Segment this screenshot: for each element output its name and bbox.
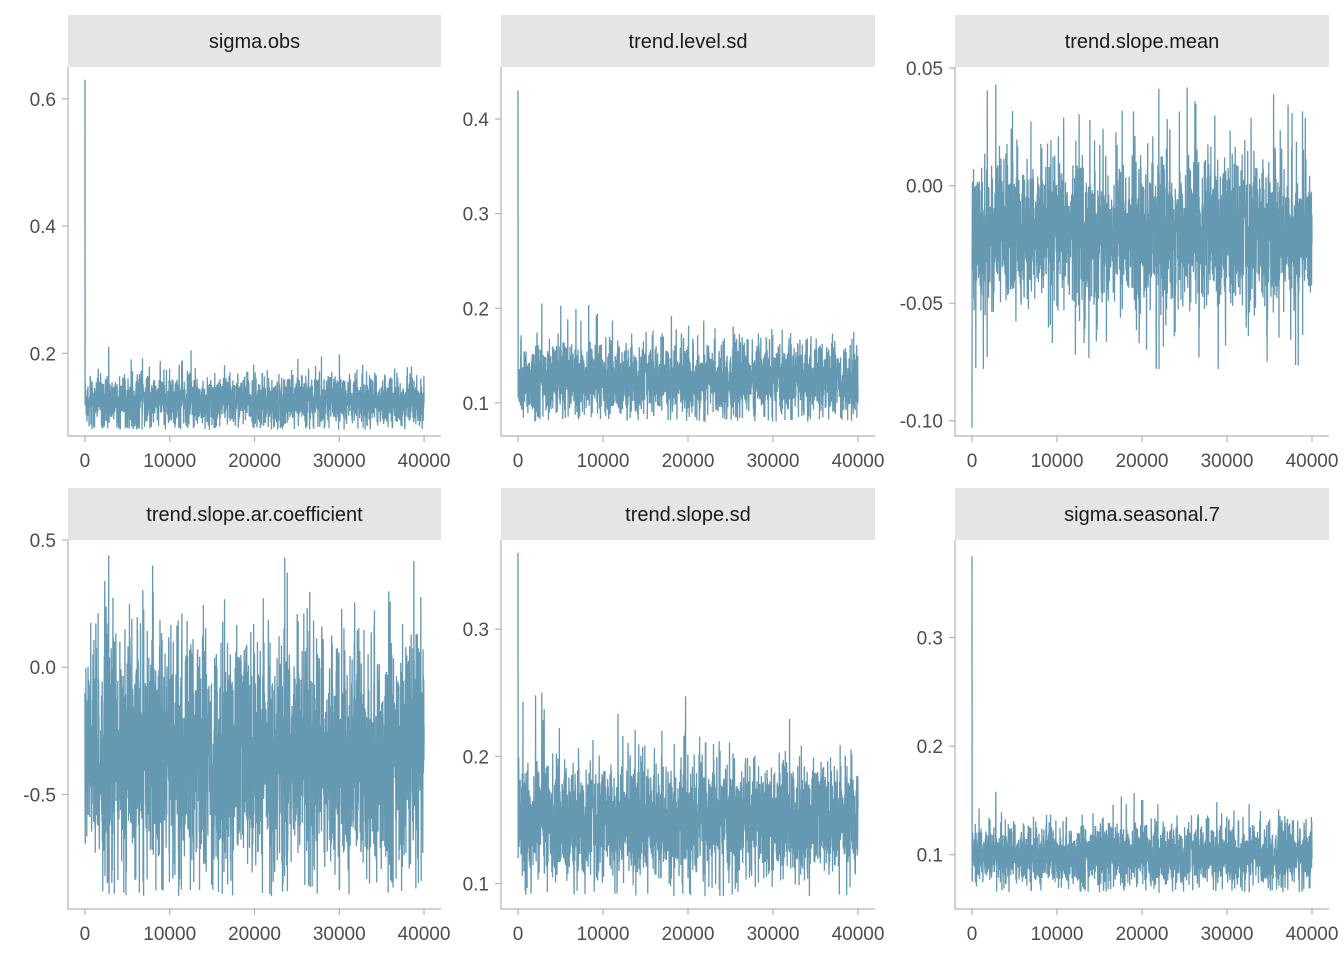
x-tick-label: 0: [967, 924, 978, 945]
panel-strip: [68, 15, 441, 67]
x-tick-label: 20000: [228, 924, 281, 945]
x-tick-label: 20000: [1116, 451, 1169, 472]
x-tick-label: 30000: [747, 451, 800, 472]
x-tick-label: 40000: [398, 924, 451, 945]
y-tick-label: 0.2: [463, 299, 489, 320]
y-tick-label: 0.4: [463, 110, 490, 131]
x-tick-label: 0: [80, 924, 91, 945]
y-tick-label: 0.3: [463, 620, 489, 641]
y-tick-label: 0.1: [917, 846, 943, 867]
panel-title: trend.slope.sd: [625, 504, 751, 526]
x-tick-label: 10000: [143, 451, 196, 472]
x-tick-label: 40000: [832, 924, 885, 945]
panel-title: trend.slope.ar.coefficient: [146, 504, 363, 526]
x-tick-label: 10000: [1031, 924, 1084, 945]
trace-line: [84, 79, 425, 430]
panel-title: sigma.seasonal.7: [1064, 504, 1220, 526]
y-tick-label: 0.2: [917, 737, 943, 758]
panel-strip: [955, 488, 1329, 540]
trace-line: [517, 90, 859, 422]
x-tick-label: 20000: [228, 451, 281, 472]
panel-strip: [955, 15, 1329, 67]
y-tick-label: 0.5: [30, 531, 56, 552]
x-tick-label: 40000: [832, 451, 885, 472]
panel-strip: [501, 488, 875, 540]
panel-title: trend.level.sd: [629, 31, 748, 53]
x-tick-label: 30000: [313, 451, 366, 472]
panel-6: sigma.seasonal.7 0 10000 20000 30000 40000 0.1…: [917, 488, 1339, 945]
panel-5: trend.slope.sd 0 10000 20000 30000 40000 0.1 0.…: [463, 488, 885, 945]
y-tick-label: -0.5: [23, 785, 56, 806]
x-tick-label: 10000: [1031, 451, 1084, 472]
x-tick-label: 10000: [577, 451, 630, 472]
x-tick-label: 20000: [662, 451, 715, 472]
x-tick-label: 20000: [662, 924, 715, 945]
x-tick-label: 30000: [313, 924, 366, 945]
panel-strip: [68, 488, 441, 540]
x-tick-label: 30000: [1201, 451, 1254, 472]
x-tick-label: 10000: [577, 924, 630, 945]
y-tick-label: 0.6: [30, 90, 56, 111]
trace-line: [971, 84, 1313, 428]
x-tick-label: 0: [967, 451, 978, 472]
y-tick-label: -0.10: [900, 412, 943, 433]
y-tick-label: 0.05: [906, 59, 943, 80]
y-tick-label: 0.4: [30, 217, 57, 238]
y-tick-label: -0.05: [900, 294, 943, 315]
panel-2: trend.level.sd 0 10000 20000 30000 40000 0.1 0.…: [463, 15, 885, 472]
trace-line: [84, 555, 425, 897]
y-tick-label: 0.1: [463, 875, 489, 896]
y-tick-label: 0.3: [917, 629, 943, 650]
x-tick-label: 30000: [1201, 924, 1254, 945]
x-tick-label: 0: [513, 451, 524, 472]
y-tick-label: 0.3: [463, 205, 489, 226]
trace-line: [971, 556, 1313, 893]
panel-title: sigma.obs: [209, 31, 300, 53]
y-tick-label: 0.00: [906, 177, 943, 198]
panel-strip: [501, 15, 875, 67]
panel-3: trend.slope.mean 0 10000 20000 30000 40000 -0.…: [900, 15, 1339, 472]
x-tick-label: 40000: [1286, 924, 1339, 945]
x-tick-label: 40000: [1286, 451, 1339, 472]
x-tick-label: 10000: [143, 924, 196, 945]
panel-4: trend.slope.ar.coefficient 0 10000 20000 300…: [23, 488, 450, 945]
x-tick-label: 30000: [747, 924, 800, 945]
x-tick-label: 40000: [398, 451, 451, 472]
y-tick-label: 0.2: [30, 344, 56, 365]
panel-title: trend.slope.mean: [1065, 31, 1220, 53]
y-tick-label: 0.2: [463, 747, 489, 768]
panel-1: sigma.obs 0 10000 20000 30000 40000 0.2 0.4 0.6: [30, 15, 451, 472]
y-tick-label: 0.1: [463, 394, 489, 415]
x-tick-label: 20000: [1116, 924, 1169, 945]
y-tick-label: 0.0: [30, 658, 56, 679]
x-tick-label: 0: [80, 451, 91, 472]
x-tick-label: 0: [513, 924, 524, 945]
trace-line: [517, 552, 859, 897]
